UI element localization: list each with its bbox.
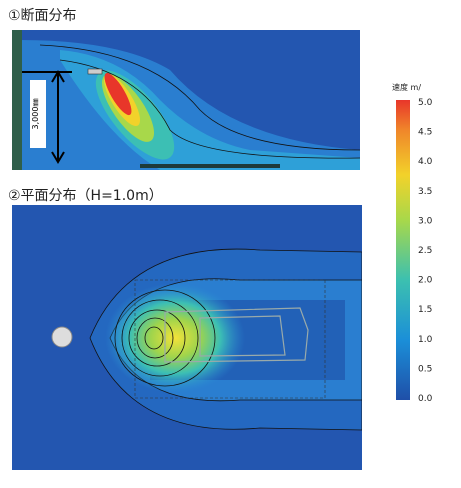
colorbar-tick: 0.0	[418, 394, 433, 404]
plan-title: ②平面分布（H=1.0m）	[8, 188, 163, 204]
colorbar-tick: 3.0	[418, 216, 433, 226]
colorbar	[396, 100, 410, 400]
section-plot: 3,000㎜	[12, 30, 360, 170]
colorbar-tick: 1.5	[418, 305, 432, 315]
colorbar-tick: 1.0	[418, 335, 433, 345]
colorbar-tick: 2.0	[418, 276, 433, 286]
colorbar-tick: 5.0	[418, 98, 433, 108]
colorbar-tick: 0.5	[418, 364, 432, 374]
section-title: ①断面分布	[8, 8, 77, 24]
dimension-label: 3,000㎜	[31, 99, 40, 130]
colorbar-tick: 3.5	[418, 187, 432, 197]
colorbar-tick: 4.5	[418, 128, 432, 138]
colorbar-tick: 2.5	[418, 246, 432, 256]
plan-plot	[12, 205, 362, 470]
colorbar-label: 速度 m/	[392, 82, 421, 92]
colorbar-tick: 4.0	[418, 157, 433, 167]
